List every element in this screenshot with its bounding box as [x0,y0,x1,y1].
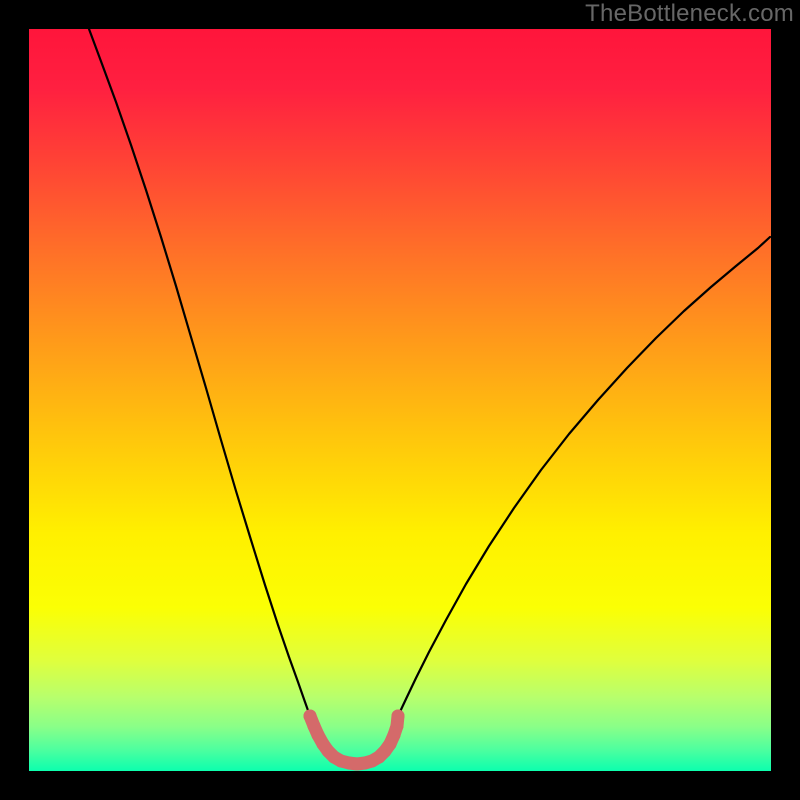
chart-canvas: TheBottleneck.com [0,0,800,800]
watermark-text: TheBottleneck.com [585,0,794,28]
chart-svg [0,0,800,800]
plot-background [29,29,771,771]
